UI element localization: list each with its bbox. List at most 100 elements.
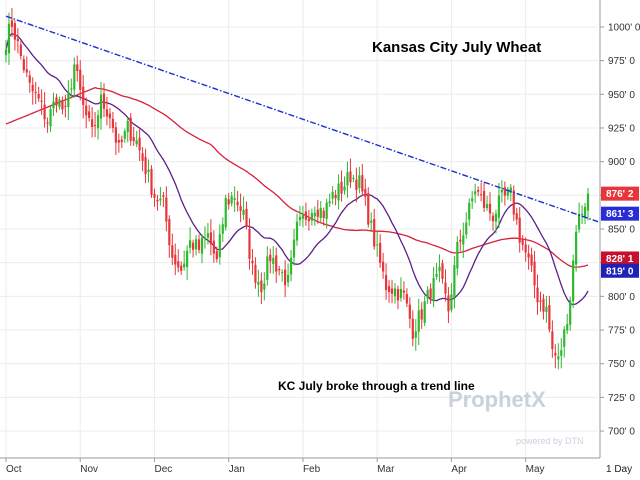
candle-body [114, 127, 117, 143]
candle-body [328, 201, 331, 204]
candle-body [200, 237, 204, 254]
candle-body [4, 49, 8, 56]
period-label[interactable]: 1 Day [606, 464, 632, 475]
candle-body [340, 181, 343, 194]
candle-body [245, 208, 248, 227]
x-tick-label: Feb [303, 464, 321, 475]
candle-body [58, 99, 61, 107]
candle-body [462, 235, 465, 245]
candle-body [512, 190, 515, 215]
candle-body [251, 260, 254, 264]
candle-body [25, 69, 28, 73]
candle-body [575, 231, 578, 265]
candle-body [180, 265, 183, 271]
candle-body [132, 137, 135, 142]
candle-body [67, 92, 70, 108]
candle-body [355, 179, 358, 190]
candle-body [221, 224, 224, 234]
candle-body [79, 69, 82, 90]
candle-body [319, 207, 322, 219]
candle-body [272, 257, 275, 264]
candles [4, 7, 590, 370]
candle-body [292, 239, 296, 258]
candle-body [254, 264, 257, 283]
candle-body [304, 211, 308, 220]
grid-lines [0, 0, 598, 458]
candle-body [183, 263, 186, 268]
candle-body [278, 268, 281, 271]
x-axis: Oct Nov Dec Jan Feb Mar Apr May [0, 457, 600, 475]
candle-body [396, 288, 400, 301]
price-tag-label: 876' 2 [606, 189, 634, 200]
candle-body [337, 183, 340, 201]
watermark: ProphetX powered by DTN [448, 387, 584, 446]
candle-body [500, 190, 503, 193]
candle-body [295, 221, 299, 241]
candle-body [236, 201, 239, 206]
candle-body [554, 352, 557, 356]
watermark-sub: powered by DTN [516, 436, 584, 446]
candle-body [420, 309, 423, 320]
candle-body [34, 91, 37, 94]
candle-body [518, 217, 521, 243]
candle-body [352, 178, 355, 180]
y-tick-label: 925' 0 [608, 123, 635, 134]
candle-body [551, 331, 554, 350]
candle-body [123, 131, 126, 139]
candle-body [150, 168, 153, 195]
candle-body [52, 101, 55, 109]
candle-body [22, 59, 25, 71]
price-tag-box [601, 263, 639, 278]
x-tick-labels: Oct Nov Dec Jan Feb Mar Apr May [5, 458, 545, 475]
candle-body [37, 93, 40, 99]
candle-body [215, 251, 218, 260]
candle-body [286, 274, 290, 283]
candle-body [566, 324, 569, 331]
candle-body [197, 239, 201, 251]
candle-body [289, 257, 293, 275]
candle-body [580, 214, 584, 216]
candle-body [7, 23, 11, 54]
candle-body [497, 195, 501, 218]
candle-body [480, 194, 483, 196]
candle-body [263, 283, 266, 290]
candle-body [358, 175, 361, 189]
candle-body [482, 190, 486, 208]
candle-body [334, 194, 337, 199]
candle-body [168, 219, 171, 246]
candle-body [408, 304, 411, 319]
candle-body [19, 44, 22, 56]
price-tag-label: 861' 3 [606, 209, 634, 220]
candle-body [147, 169, 150, 172]
price-tag-label: 828' 1 [606, 254, 634, 265]
candle-body [224, 198, 227, 228]
price-tag-box [601, 251, 639, 266]
candle-body [135, 140, 138, 145]
x-tick-label: Oct [6, 464, 22, 475]
price-tag: 828' 1 [601, 251, 639, 266]
candle-body [503, 187, 506, 196]
candle-body [13, 23, 17, 40]
candle-body [536, 287, 539, 303]
candle-body [16, 38, 19, 42]
candle-body [387, 286, 391, 293]
candle-body [453, 265, 456, 298]
candle-body [43, 104, 46, 120]
y-tick-label: 850' 0 [608, 225, 635, 236]
candle-body [331, 191, 334, 199]
watermark-brand: ProphetX [448, 387, 546, 412]
candle-body [364, 188, 367, 197]
candle-body [40, 100, 43, 102]
y-tick-label: 750' 0 [608, 359, 635, 370]
candle-body [474, 191, 477, 195]
candle-body [542, 298, 545, 312]
y-tick-label: 1000' 0 [608, 22, 640, 33]
candle-body [96, 115, 100, 129]
candle-body [316, 209, 319, 217]
moving-averages [5, 32, 589, 306]
candle-body [494, 213, 498, 222]
candle-body [447, 295, 450, 312]
candle-body [471, 198, 474, 202]
